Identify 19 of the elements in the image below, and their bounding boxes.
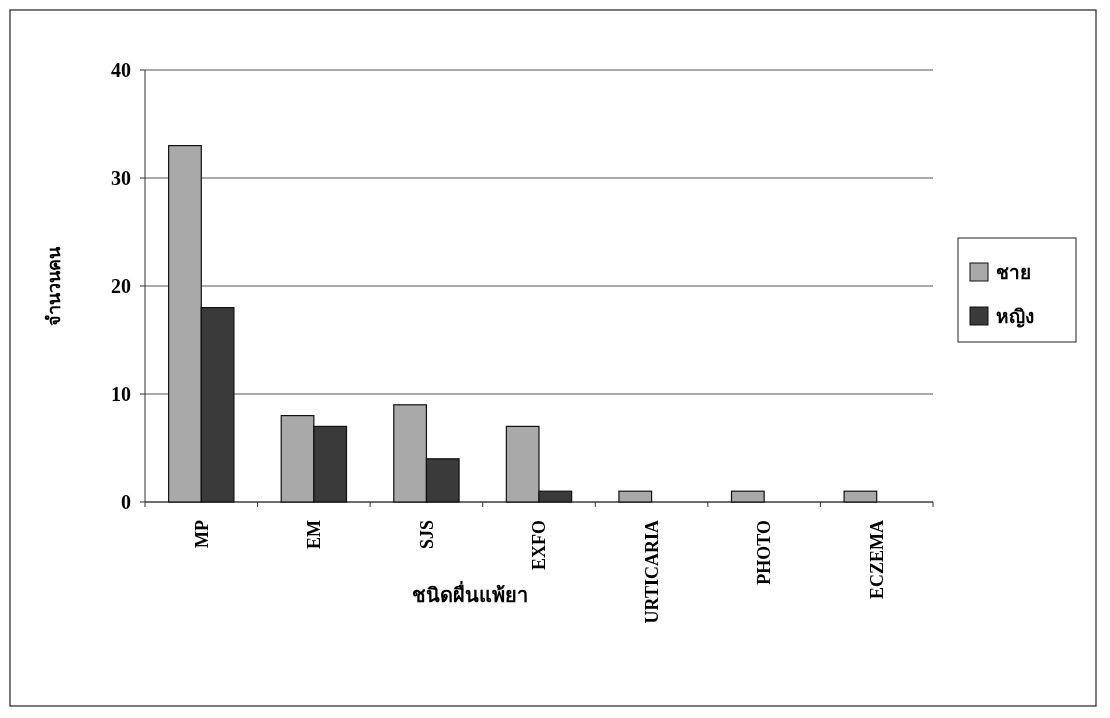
y-tick-label: 10 [111,383,131,405]
y-tick-label: 0 [121,491,131,513]
bar [730,490,765,503]
y-tick-label: 30 [111,167,131,189]
x-axis-title: ชนิดผื่นแพ้ยา [412,580,528,606]
legend-label: หญิง [996,305,1034,328]
x-tick-label: URTICARIA [641,520,662,624]
y-tick-label: 40 [111,59,131,81]
x-tick-label: SJS [416,520,437,550]
x-tick-label: EXFO [529,520,550,571]
x-tick-label: PHOTO [754,520,775,585]
bar [843,490,878,503]
x-tick-label: ECZEMA [867,520,888,600]
x-tick-label: EM [304,519,325,549]
legend-label: ชาย [996,261,1031,283]
y-tick-label: 20 [111,275,131,297]
bar [618,490,653,503]
x-tick-label: MP [191,520,212,548]
y-axis-title: จำนวนคน [44,245,64,326]
